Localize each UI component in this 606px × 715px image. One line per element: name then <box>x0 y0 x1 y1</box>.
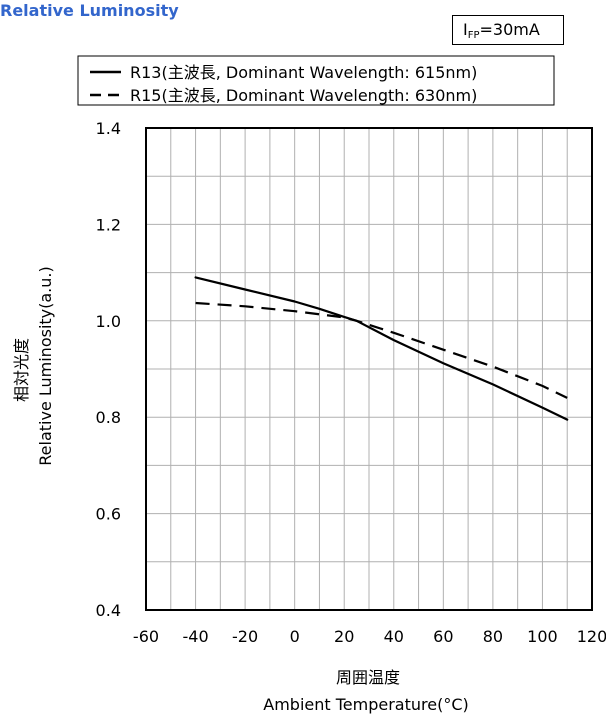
y-tick-label: 1.4 <box>96 119 121 138</box>
x-tick-label: 100 <box>527 627 558 646</box>
x-tick-label: -40 <box>182 627 208 646</box>
x-tick-label: 20 <box>334 627 354 646</box>
series-line-r15 <box>195 301 568 399</box>
condition-symbol: I <box>463 20 468 39</box>
x-axis-title: Ambient Temperature(°C) <box>263 695 468 714</box>
x-axis-title-jp: 周囲温度 <box>336 668 400 687</box>
y-tick-label: 0.8 <box>96 408 121 427</box>
series-line-r13 <box>194 276 569 421</box>
plot-frame <box>145 127 593 611</box>
test-condition-box: IFP=30mA <box>452 15 564 45</box>
legend-label-r13: R13(主波長, Dominant Wavelength: 615nm) <box>130 63 477 82</box>
x-tick-label: 0 <box>290 627 300 646</box>
x-tick-label: -20 <box>232 627 258 646</box>
y-tick-label: 0.4 <box>96 601 121 620</box>
x-tick-label: 120 <box>577 627 606 646</box>
legend-box <box>77 55 555 106</box>
tick-labels: -60 -40 -20 0 20 40 60 80 100 120 0.4 0.6 0.8 1.0 1.2 1… <box>96 119 606 646</box>
x-tick-label: 60 <box>433 627 453 646</box>
y-axis-title: Relative Luminosity(a.u.) <box>36 266 55 465</box>
chart-title: Relative Luminosity <box>0 1 179 20</box>
x-tick-label: -60 <box>133 627 159 646</box>
y-tick-label: 1.2 <box>96 215 121 234</box>
y-axis-title-jp: 相対光度 <box>12 338 31 402</box>
y-tick-label: 0.6 <box>96 505 121 524</box>
condition-value: =30mA <box>479 20 540 39</box>
x-tick-label: 40 <box>384 627 404 646</box>
condition-subscript: FP <box>467 30 480 41</box>
y-tick-label: 1.0 <box>96 312 121 331</box>
legend-label-r15: R15(主波長, Dominant Wavelength: 630nm) <box>130 86 477 105</box>
legend: R13(主波長, Dominant Wavelength: 615nm) R15… <box>77 55 555 106</box>
series-lines <box>194 276 569 421</box>
grid <box>146 128 592 610</box>
x-tick-label: 80 <box>483 627 503 646</box>
